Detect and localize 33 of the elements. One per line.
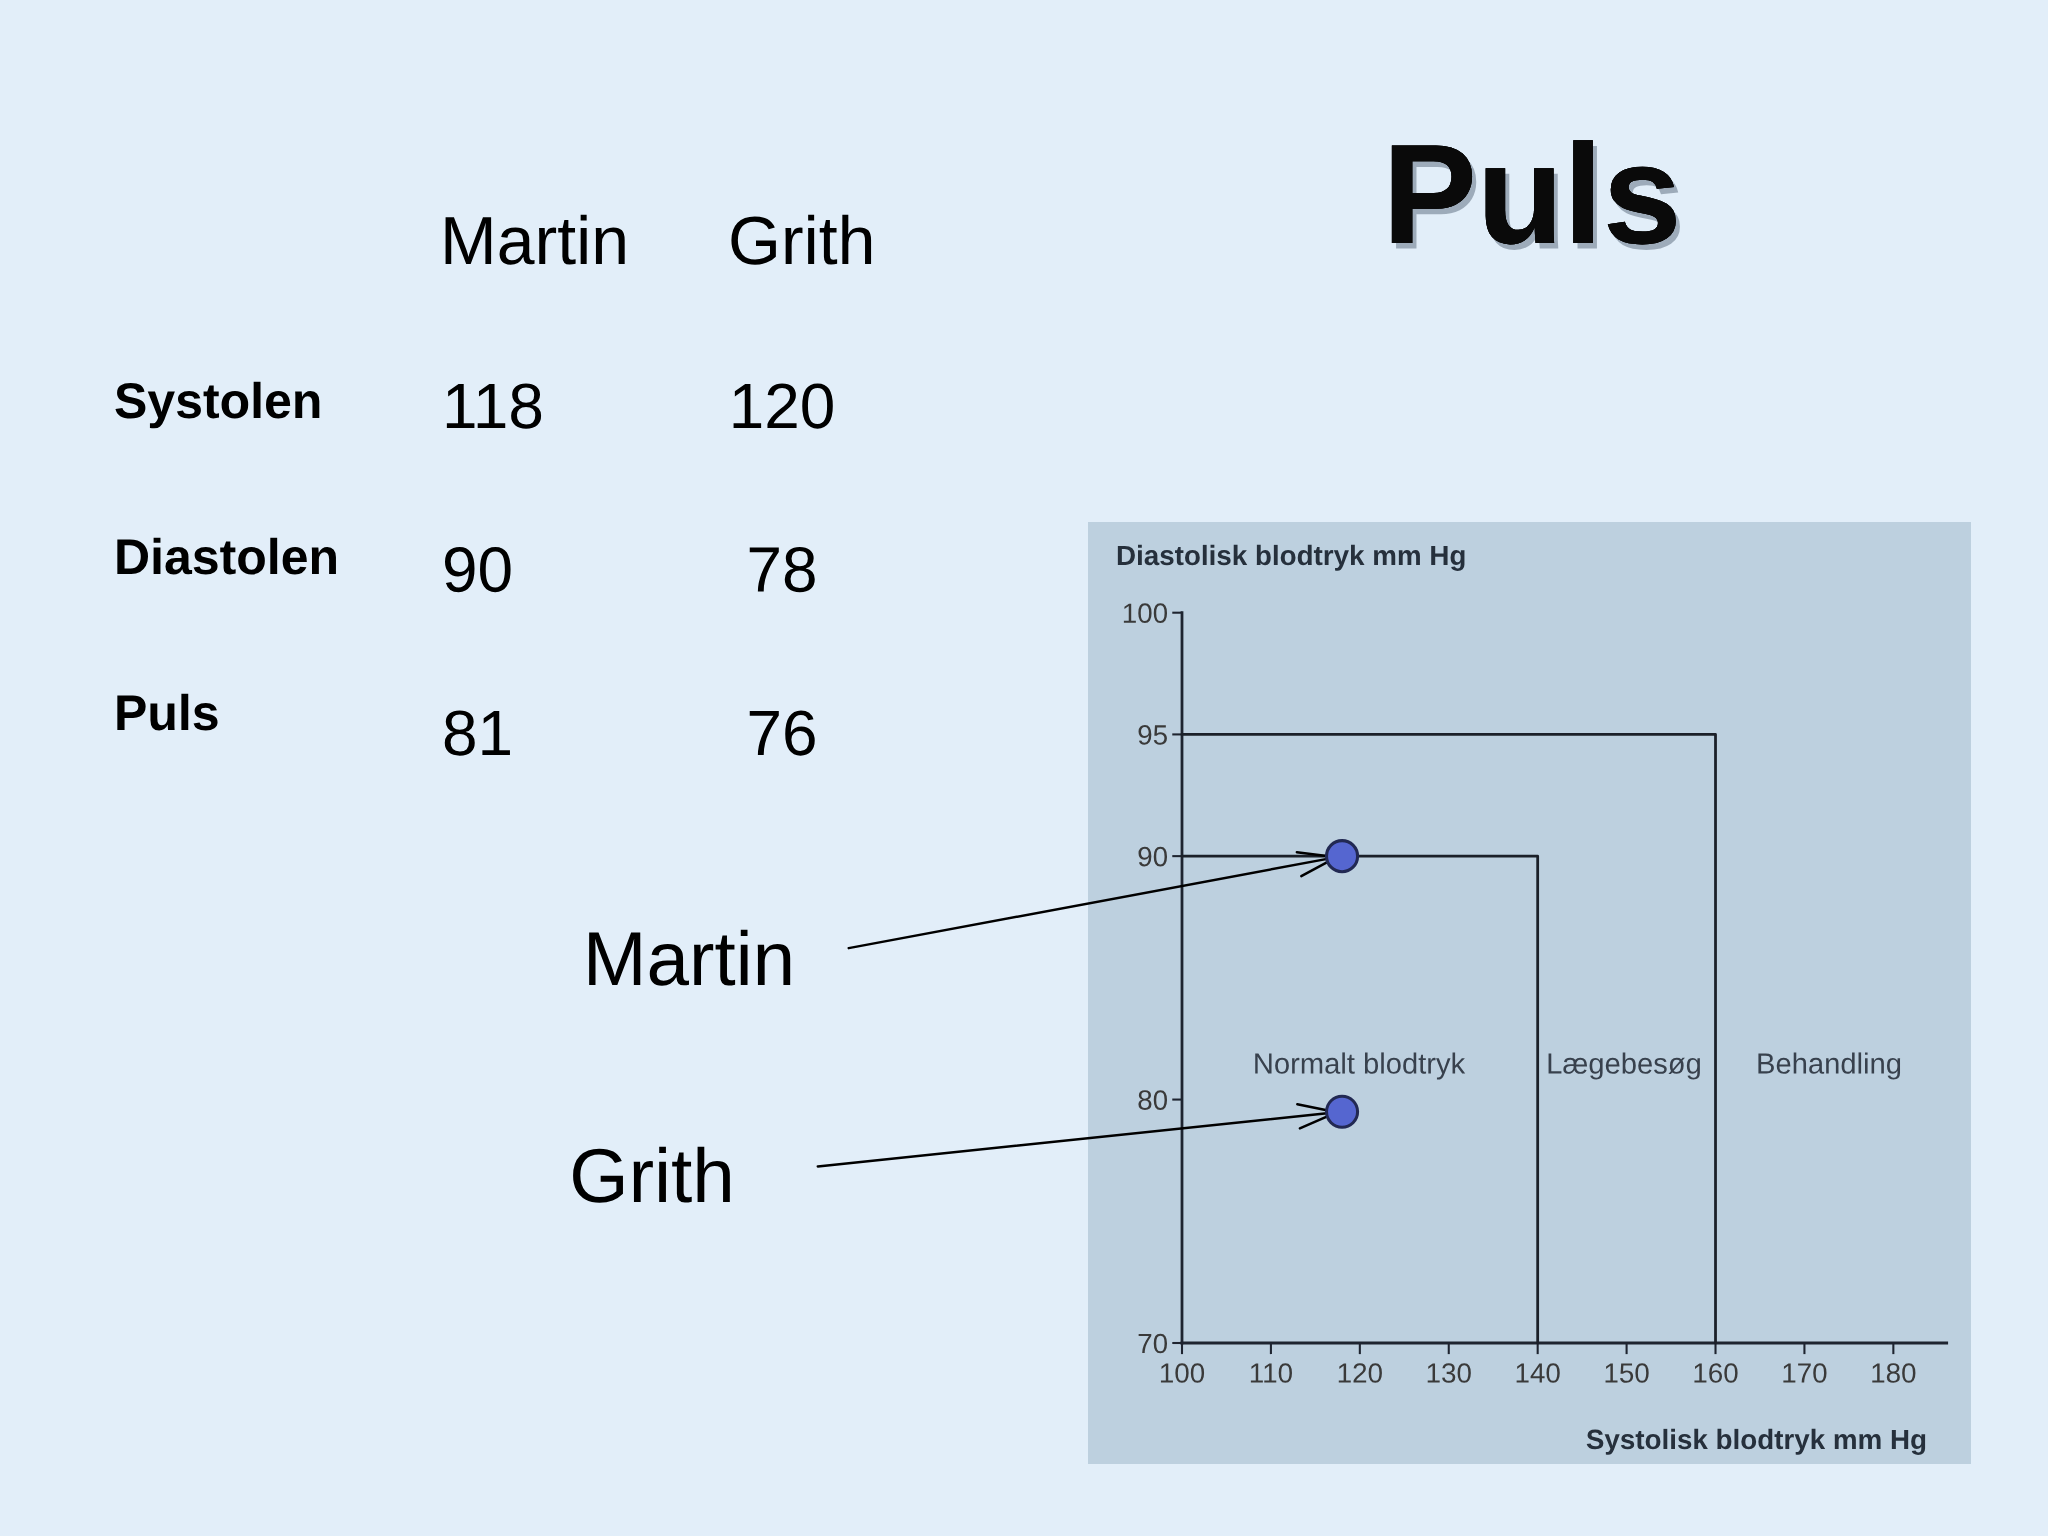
data-label: 81 — [444, 710, 510, 756]
x-tick-label: 110 — [1250, 1363, 1292, 1383]
category-label: Puls — [117, 693, 218, 731]
text: Puls — [1391, 140, 1680, 250]
x-axis-title: Systolisk blodtryk mm Hg — [1586, 1428, 1926, 1455]
annotation: Behandling — [1758, 1052, 1901, 1080]
annotation: Grith — [573, 1146, 730, 1203]
y-axis-title: Diastolisk blodtryk mm Hg — [1117, 544, 1465, 571]
text: Grith — [731, 214, 872, 265]
data-label: 76 — [749, 710, 815, 756]
annotation: Martin — [589, 929, 791, 986]
x-tick-label: 160 — [1694, 1363, 1738, 1383]
data-label: 78 — [749, 546, 815, 593]
category-label: Systolen — [115, 381, 320, 429]
y-tick-label: 70 — [1138, 1333, 1168, 1354]
x-tick-label: 150 — [1605, 1363, 1649, 1383]
x-tick-label: 170 — [1783, 1363, 1827, 1383]
x-tick-label: 130 — [1427, 1363, 1471, 1383]
y-tick-label: 80 — [1138, 1090, 1168, 1110]
y-tick-label: 95 — [1138, 725, 1167, 745]
x-tick-label: 120 — [1338, 1363, 1382, 1383]
annotation: Normalt blodtryk — [1255, 1052, 1466, 1080]
y-tick-label: 100 — [1123, 603, 1168, 624]
x-tick-label: 180 — [1872, 1363, 1916, 1383]
text: Martin — [445, 214, 625, 265]
data-label: 90 — [444, 546, 511, 593]
x-tick-label: 100 — [1160, 1363, 1205, 1383]
data-label: 118 — [446, 383, 542, 429]
data-label: 120 — [733, 383, 833, 429]
annotation: Lægebesøg — [1548, 1052, 1700, 1080]
y-tick-label: 90 — [1138, 846, 1168, 867]
x-tick-label: 140 — [1516, 1363, 1560, 1383]
category-label: Diastolen — [117, 537, 336, 575]
